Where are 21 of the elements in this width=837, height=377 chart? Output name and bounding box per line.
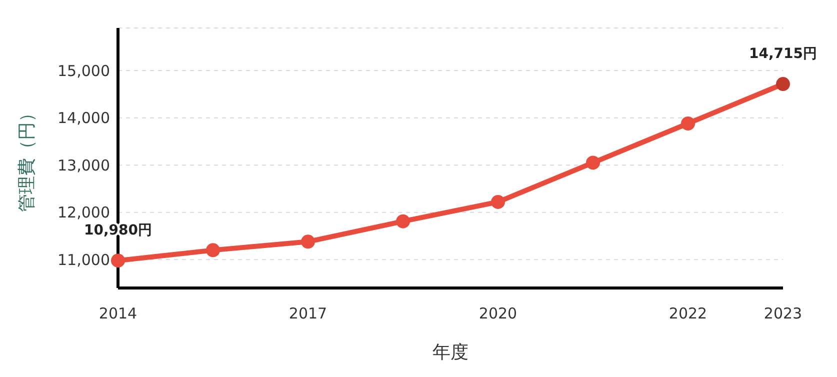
x-tick-label: 2023 [764, 304, 802, 323]
point [206, 243, 220, 258]
x-tick-label: 2022 [668, 304, 708, 323]
data-label: 14,715円 [748, 46, 818, 62]
y-tick-label: 14,000 [58, 109, 110, 128]
point [396, 214, 410, 228]
y-tick-label: 13,000 [58, 156, 110, 174]
y-tick-label: 11,000 [58, 250, 110, 269]
point [491, 194, 505, 209]
point [776, 77, 790, 92]
y-tick-label: 12,000 [58, 204, 110, 222]
point [301, 234, 315, 249]
x-tick-label: 2020 [478, 304, 518, 323]
point [586, 156, 600, 170]
point [111, 254, 125, 268]
y-tick-label: 15,000 [58, 62, 110, 80]
x-tick-label: 2017 [288, 304, 328, 323]
point [681, 116, 695, 130]
y-axis-title: 管理費（円） [16, 104, 38, 212]
x-axis-title: 年度 [432, 342, 468, 363]
x-tick-label: 2014 [98, 304, 138, 323]
